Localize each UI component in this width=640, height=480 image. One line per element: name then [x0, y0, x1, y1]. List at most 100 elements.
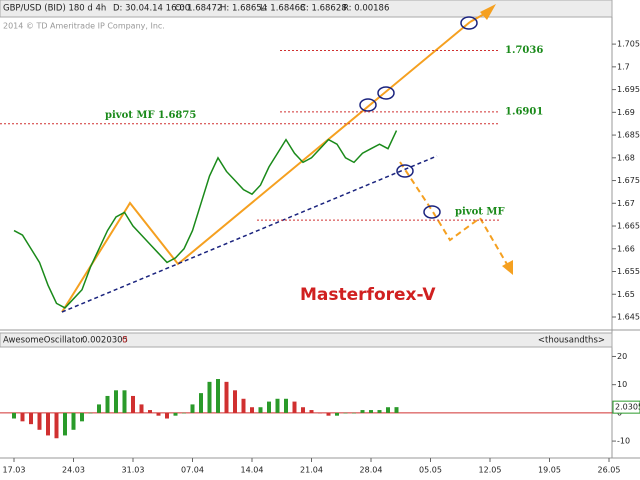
y-tick-label: 1.705: [617, 40, 640, 49]
level-label: 1.7036: [505, 45, 543, 56]
osc-bar: [122, 390, 127, 413]
level-label: pivot MF 1.6875: [105, 110, 196, 121]
osc-bar: [335, 412, 339, 416]
osc-bar: [326, 412, 331, 416]
y-tick-label: 20: [617, 352, 627, 361]
osc-bar: [88, 412, 93, 414]
arrow-head: [502, 260, 513, 275]
osc-bar: [71, 412, 76, 430]
osc-bar: [301, 407, 305, 413]
arrow-head: [480, 4, 496, 20]
osc-bar: [275, 398, 280, 413]
y-tick-label: 1.675: [617, 176, 640, 185]
marker: [423, 205, 441, 219]
osc-header: [0, 332, 613, 348]
osc-bar: [97, 404, 101, 413]
x-tick-label: 07.04: [181, 466, 204, 475]
osc-current: 0.0020305: [82, 336, 128, 346]
level-label: pivot MF: [455, 207, 505, 218]
osc-bar: [267, 401, 271, 413]
osc-bar: [241, 398, 246, 413]
osc-bar: [309, 410, 314, 413]
osc-bar: [318, 412, 322, 414]
x-tick-label: 19.05: [538, 466, 561, 475]
osc-bar: [369, 410, 373, 413]
y-tick-label: 10: [617, 380, 627, 389]
osc-bar: [131, 395, 135, 413]
osc-bar: [148, 410, 152, 413]
osc-unit: <thousandths>: [538, 336, 605, 346]
osc-bar: [292, 401, 297, 413]
symbol: GBP/USD (BID) 180 d 4h: [3, 4, 106, 14]
last-value-box: [612, 400, 640, 414]
osc-bar: [386, 407, 390, 413]
open: O: 1.68472: [175, 4, 222, 14]
osc-bar: [46, 412, 50, 436]
osc-bar: [29, 412, 33, 425]
level-label: 1.6901: [505, 106, 543, 117]
y-tick-label: 1.67: [617, 199, 635, 208]
y-tick-label: -10: [617, 437, 630, 446]
osc-bar: [258, 407, 263, 413]
osc-bar: [80, 412, 84, 422]
y-tick-label: 1.65: [617, 290, 635, 299]
forecast-line: [399, 161, 509, 267]
osc-bar: [37, 412, 42, 430]
analysis-drawings: [61, 4, 513, 313]
osc-bar: [63, 412, 67, 436]
support-line: [61, 155, 438, 313]
marker: [359, 98, 377, 112]
osc-bar: [377, 410, 382, 413]
marker: [377, 86, 395, 100]
date: D: 30.04.14 16:00: [113, 4, 190, 14]
range: R: 0.00186: [343, 4, 389, 14]
osc-bar: [190, 404, 195, 413]
osc-bar: [12, 412, 16, 419]
price-line: [13, 130, 398, 309]
osc-bar: [199, 393, 203, 413]
annotation: Masterforex-V: [300, 285, 436, 305]
x-tick-label: 28.04: [360, 466, 383, 475]
y-tick-label: 1.68: [617, 153, 635, 162]
x-tick-label: 17.03: [3, 466, 26, 475]
osc-title: AwesomeOscillator: [3, 336, 84, 346]
osc-bar: [105, 395, 110, 413]
osc-bar: [360, 410, 365, 413]
x-tick-label: 26.05: [598, 466, 621, 475]
osc-bar: [173, 412, 178, 416]
osc-bar: [352, 412, 356, 414]
x-tick-label: 24.03: [62, 466, 85, 475]
low: L: 1.68468: [260, 4, 305, 14]
y-tick-label: 1.685: [617, 131, 640, 140]
close: C: 1.68628: [300, 4, 347, 14]
osc-signal: 0: [122, 336, 127, 346]
x-tick-label: 21.04: [300, 466, 323, 475]
osc-bar: [165, 412, 169, 419]
osc-bar: [139, 404, 144, 413]
trend-line: [469, 12, 487, 23]
osc-bar: [343, 412, 348, 414]
x-tick-label: 31.03: [122, 466, 145, 475]
trend-line: [61, 21, 471, 313]
osc-bar: [233, 390, 237, 413]
copyright: 2014 © TD Ameritrade IP Company, Inc.: [3, 22, 165, 31]
y-tick-label: 1.7: [617, 62, 630, 71]
osc-bar: [224, 381, 229, 413]
toolbar: [0, 0, 613, 18]
marker: [460, 16, 478, 30]
y-tick-label: 1.695: [617, 85, 640, 94]
high: H: 1.68654: [220, 4, 267, 14]
y-tick-label: 1.66: [617, 244, 635, 253]
osc-bar: [284, 398, 288, 413]
y-tick-label: 1.665: [617, 222, 640, 231]
y-tick-label: 1.69: [617, 108, 635, 117]
last-value: 2.0305: [615, 403, 640, 412]
y-tick-label: 1.655: [617, 267, 640, 276]
x-tick-label: 14.04: [241, 466, 264, 475]
y-tick-label: 1.645: [617, 312, 640, 321]
osc-bar: [250, 407, 254, 413]
osc-bar: [182, 412, 186, 414]
